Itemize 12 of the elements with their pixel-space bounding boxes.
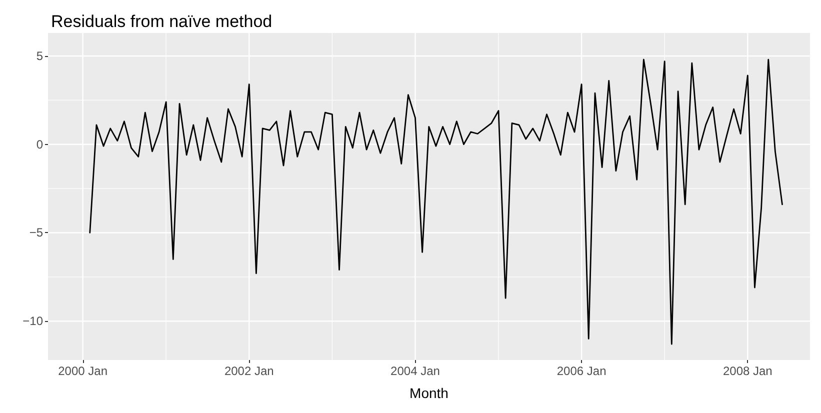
x-tick-label: 2000 Jan: [58, 364, 108, 378]
y-tick-label: 5: [36, 48, 44, 63]
x-tick-label: 2002 Jan: [224, 364, 274, 378]
chart-title: Residuals from naïve method: [51, 12, 272, 31]
y-tick-label: −10: [22, 314, 44, 328]
x-tick-label: 2006 Jan: [556, 364, 606, 378]
line-series: [89, 58, 783, 345]
x-tick-label: 2008 Jan: [722, 364, 772, 378]
x-axis-title: Month: [410, 385, 448, 401]
y-tick-label: 0: [36, 137, 44, 152]
y-tick-label: −5: [29, 226, 44, 240]
x-tick-label: 2004 Jan: [390, 364, 440, 378]
